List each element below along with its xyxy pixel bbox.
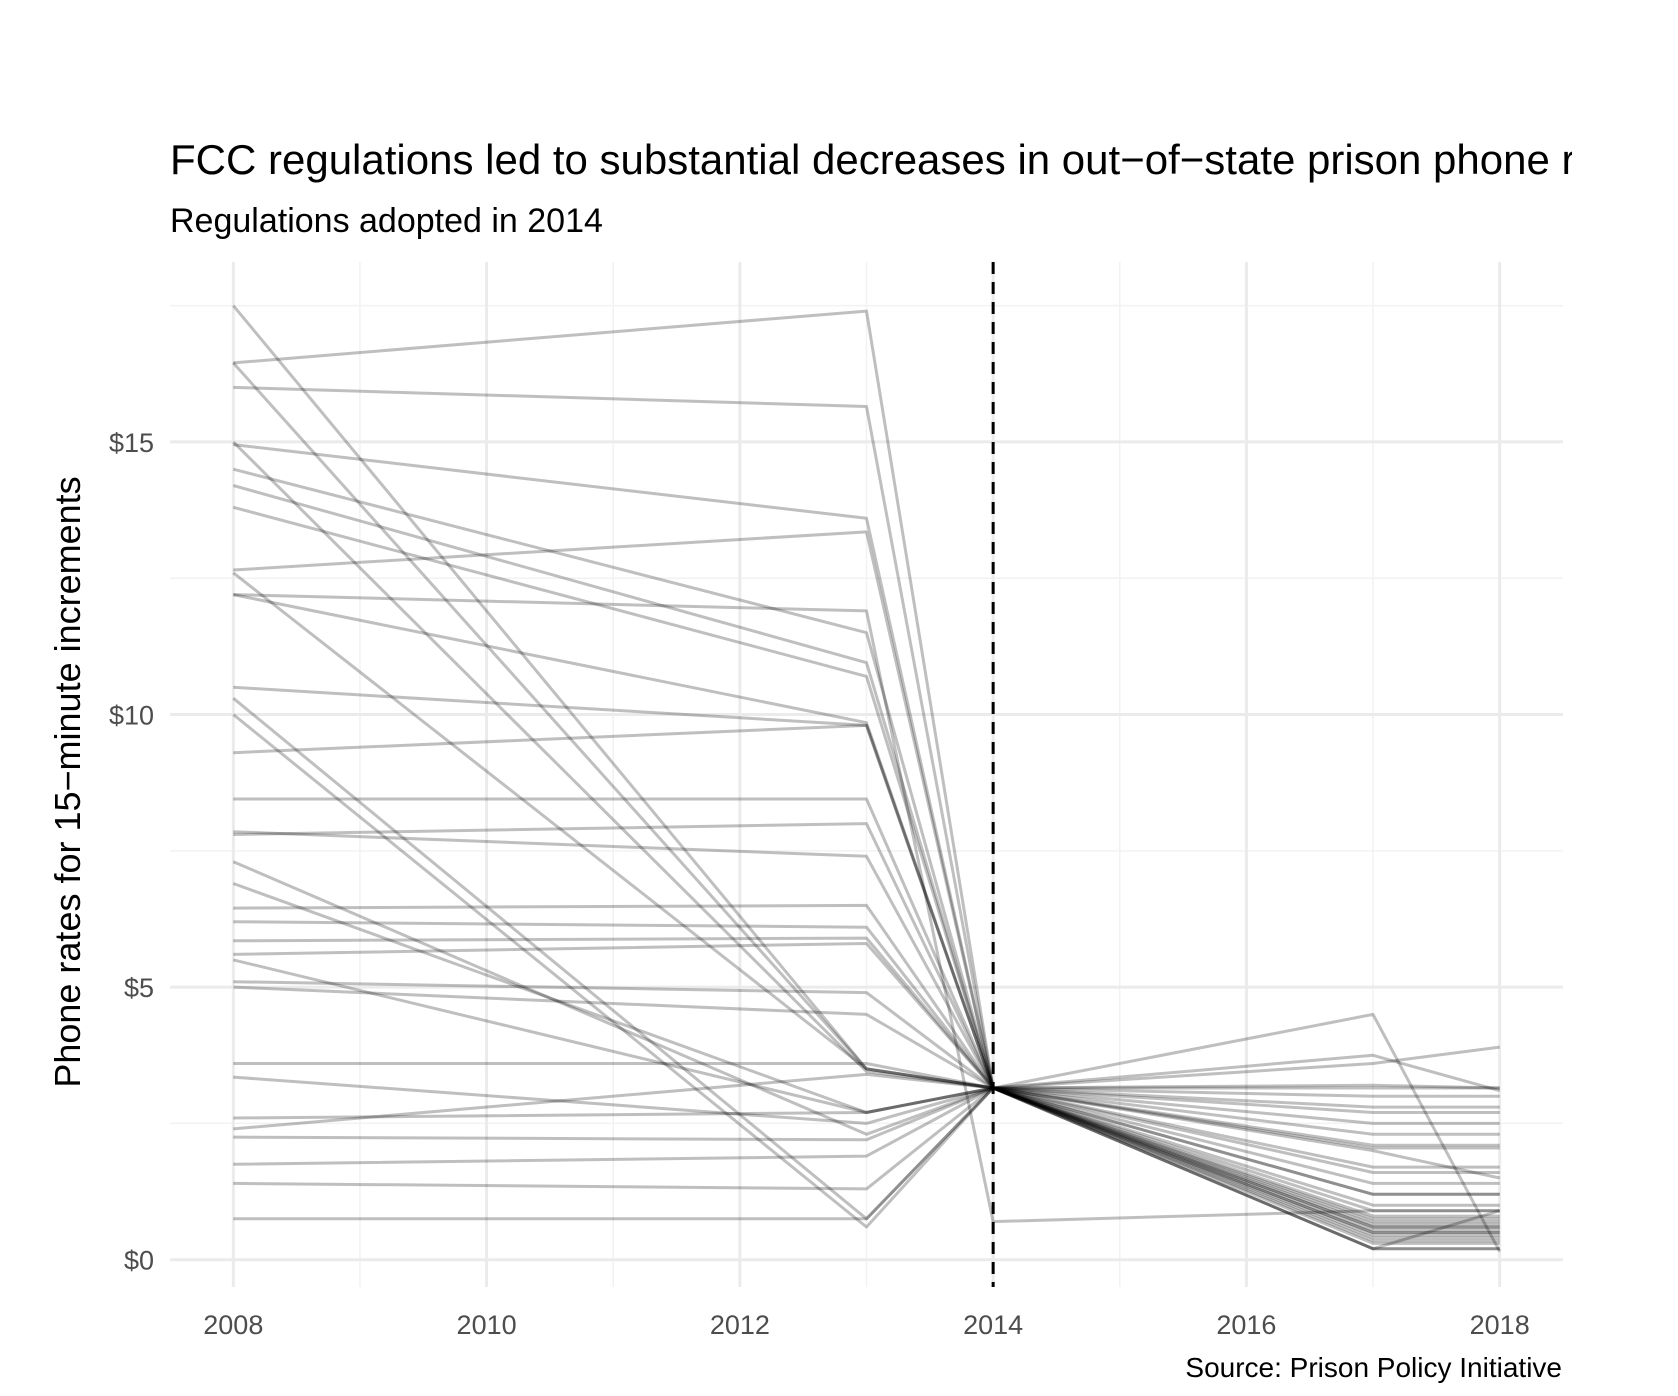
y-tick-label: $15 <box>109 428 154 458</box>
chart-title: FCC regulations led to substantial decre… <box>170 136 1655 183</box>
chart-subtitle: Regulations adopted in 2014 <box>170 202 603 240</box>
x-axis-ticks: 2008 2010 2012 2014 2016 2018 <box>203 1310 1529 1340</box>
y-tick-label: $5 <box>124 973 154 1003</box>
title-clip-mask <box>1572 120 1678 200</box>
y-axis-ticks: $0 $5 $10 $15 <box>109 428 154 1276</box>
x-tick-label: 2012 <box>710 1310 770 1340</box>
x-tick-label: 2008 <box>203 1310 263 1340</box>
y-axis-title: Phone rates for 15−minute increments <box>47 476 88 1087</box>
y-tick-label: $10 <box>109 701 154 731</box>
x-tick-label: 2014 <box>963 1310 1023 1340</box>
series-line <box>233 593 1500 1224</box>
x-tick-label: 2010 <box>457 1310 517 1340</box>
source-caption: Source: Prison Policy Initiative <box>1185 1352 1562 1383</box>
x-tick-label: 2016 <box>1216 1310 1276 1340</box>
y-tick-label: $0 <box>124 1246 154 1276</box>
grid <box>170 262 1563 1287</box>
x-tick-label: 2018 <box>1470 1310 1530 1340</box>
